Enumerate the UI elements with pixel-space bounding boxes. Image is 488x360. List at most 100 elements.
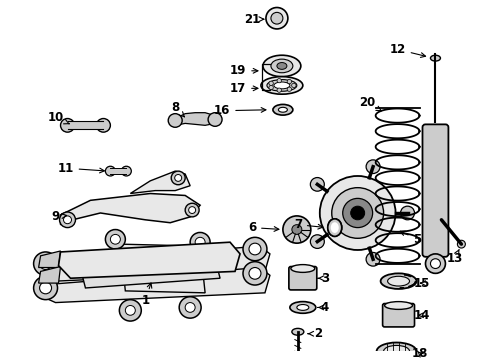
Circle shape — [190, 233, 210, 252]
Ellipse shape — [291, 328, 303, 335]
Circle shape — [185, 203, 199, 217]
Circle shape — [195, 237, 204, 247]
Ellipse shape — [296, 305, 308, 310]
Ellipse shape — [266, 80, 296, 91]
Polygon shape — [110, 168, 126, 174]
Circle shape — [174, 175, 182, 181]
Circle shape — [319, 176, 395, 250]
Text: 20: 20 — [359, 96, 381, 111]
Text: 4: 4 — [317, 301, 328, 314]
Text: 6: 6 — [247, 221, 278, 234]
Text: 17: 17 — [229, 82, 257, 95]
Text: 7: 7 — [293, 218, 322, 231]
Polygon shape — [81, 259, 220, 288]
Polygon shape — [130, 171, 190, 194]
Circle shape — [286, 80, 291, 84]
FancyBboxPatch shape — [382, 303, 414, 327]
Circle shape — [283, 216, 310, 243]
Circle shape — [105, 166, 115, 176]
Circle shape — [265, 8, 287, 29]
Text: 5: 5 — [399, 231, 421, 246]
Text: 9: 9 — [51, 210, 66, 223]
Ellipse shape — [270, 59, 292, 73]
Ellipse shape — [376, 342, 416, 360]
Text: 19: 19 — [229, 64, 257, 77]
Circle shape — [291, 83, 295, 87]
Circle shape — [425, 254, 445, 273]
Text: 12: 12 — [388, 43, 425, 57]
Circle shape — [179, 297, 201, 318]
Ellipse shape — [383, 346, 408, 357]
Circle shape — [350, 206, 364, 220]
FancyBboxPatch shape — [422, 124, 447, 257]
Ellipse shape — [273, 82, 289, 89]
Polygon shape — [59, 242, 240, 278]
Polygon shape — [41, 267, 269, 302]
FancyBboxPatch shape — [288, 266, 316, 290]
Circle shape — [60, 212, 75, 228]
Circle shape — [34, 276, 58, 300]
Circle shape — [342, 198, 372, 228]
Circle shape — [366, 160, 379, 174]
Text: 1: 1 — [141, 283, 151, 307]
Text: 11: 11 — [57, 162, 104, 175]
Ellipse shape — [384, 302, 412, 309]
Circle shape — [185, 302, 195, 312]
Text: 18: 18 — [410, 347, 427, 360]
Ellipse shape — [330, 222, 338, 233]
Polygon shape — [175, 113, 215, 125]
Polygon shape — [39, 251, 61, 267]
Circle shape — [40, 282, 51, 294]
Circle shape — [171, 171, 185, 185]
Text: 15: 15 — [412, 276, 429, 289]
Circle shape — [331, 188, 383, 238]
Circle shape — [188, 207, 195, 213]
Ellipse shape — [380, 273, 416, 289]
Circle shape — [243, 237, 266, 261]
Text: 21: 21 — [244, 13, 263, 26]
Ellipse shape — [429, 55, 440, 61]
Circle shape — [34, 252, 58, 275]
Circle shape — [125, 306, 135, 315]
Circle shape — [168, 114, 182, 127]
Circle shape — [61, 118, 74, 132]
Ellipse shape — [289, 302, 315, 313]
Text: 10: 10 — [47, 111, 69, 124]
Circle shape — [277, 88, 281, 92]
Text: 8: 8 — [171, 101, 184, 117]
Polygon shape — [67, 121, 103, 129]
Circle shape — [268, 85, 273, 90]
Ellipse shape — [327, 219, 341, 237]
Circle shape — [456, 240, 465, 248]
Circle shape — [63, 216, 71, 224]
Circle shape — [208, 113, 222, 126]
Circle shape — [429, 259, 440, 269]
Ellipse shape — [272, 104, 292, 115]
Text: 3: 3 — [317, 272, 328, 285]
Ellipse shape — [263, 55, 300, 77]
Circle shape — [96, 118, 110, 132]
Circle shape — [366, 252, 379, 266]
Circle shape — [110, 234, 120, 244]
Circle shape — [119, 300, 141, 321]
Circle shape — [121, 166, 131, 176]
Text: 13: 13 — [446, 249, 462, 265]
Polygon shape — [39, 266, 61, 283]
Circle shape — [291, 225, 301, 234]
Circle shape — [243, 262, 266, 285]
Ellipse shape — [330, 222, 338, 233]
Circle shape — [248, 267, 261, 279]
Polygon shape — [41, 246, 269, 281]
Polygon shape — [61, 194, 200, 225]
Ellipse shape — [327, 219, 341, 237]
Ellipse shape — [290, 265, 314, 273]
Circle shape — [277, 78, 281, 83]
Circle shape — [268, 81, 273, 85]
Ellipse shape — [387, 276, 408, 286]
Circle shape — [270, 12, 283, 24]
Text: 14: 14 — [412, 309, 429, 322]
Circle shape — [105, 230, 125, 249]
Circle shape — [248, 243, 261, 255]
Polygon shape — [120, 244, 204, 293]
Ellipse shape — [261, 77, 302, 94]
